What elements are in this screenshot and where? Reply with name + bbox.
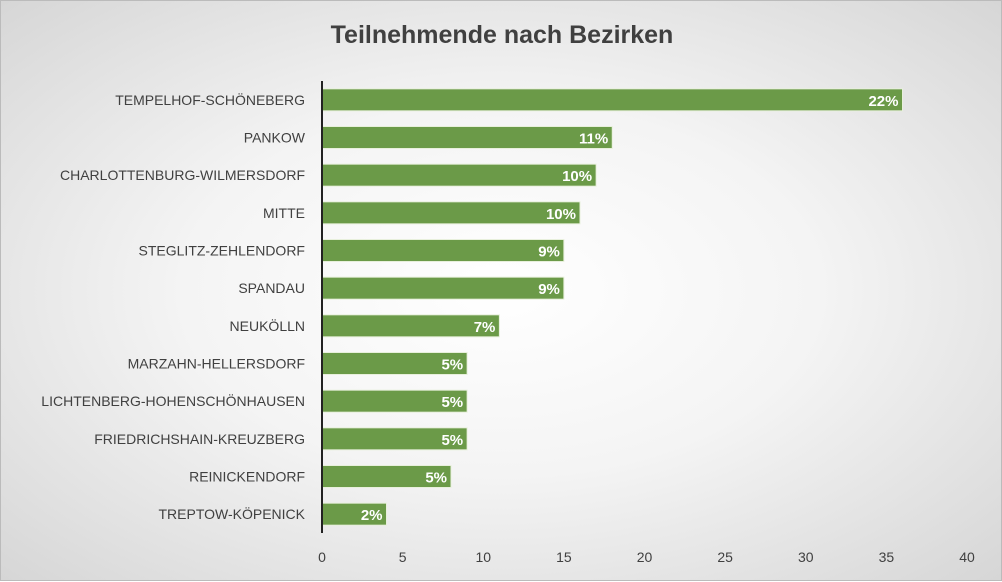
data-label: 5% <box>441 357 463 374</box>
data-label: 11% <box>579 131 608 148</box>
category-label: SPANDAU <box>238 280 305 296</box>
data-label: 5% <box>425 470 447 487</box>
category-label: PANKOW <box>244 130 306 146</box>
data-label: 9% <box>538 244 560 261</box>
bar <box>321 163 597 187</box>
category-label: MARZAHN-HELLERSDORF <box>128 356 305 372</box>
category-label: REINICKENDORF <box>189 469 305 485</box>
category-label: CHARLOTTENBURG-WILMERSDORF <box>60 167 305 183</box>
bar <box>321 201 581 225</box>
bar <box>321 88 903 112</box>
x-tick-label: 35 <box>879 549 895 565</box>
data-label: 7% <box>474 319 496 336</box>
x-tick-label: 0 <box>318 549 326 565</box>
x-tick-label: 25 <box>717 549 733 565</box>
x-tick-label: 5 <box>399 549 407 565</box>
category-label: NEUKÖLLN <box>230 317 305 334</box>
category-label: MITTE <box>263 205 305 221</box>
data-label: 22% <box>868 93 898 110</box>
data-label: 5% <box>441 432 463 449</box>
data-label: 2% <box>361 507 383 524</box>
bar <box>321 239 565 262</box>
category-label: TREPTOW-KÖPENICK <box>158 505 305 522</box>
x-tick-label: 30 <box>798 549 814 565</box>
category-label: LICHTENBERG-HOHENSCHÖNHAUSEN <box>41 392 305 409</box>
data-label: 10% <box>562 168 592 185</box>
category-label: TEMPELHOF-SCHÖNEBERG <box>115 91 305 108</box>
x-tick-label: 20 <box>637 549 653 565</box>
chart-title: Teilnehmende nach Bezirken <box>330 21 674 49</box>
x-tick-label: 10 <box>475 549 491 565</box>
data-label: 5% <box>441 394 463 411</box>
category-label: STEGLITZ-ZEHLENDORF <box>139 243 305 259</box>
bar <box>321 126 613 149</box>
bar <box>321 276 565 300</box>
category-label: FRIEDRICHSHAIN-KREUZBERG <box>94 431 305 447</box>
x-tick-label: 15 <box>556 549 572 565</box>
data-label: 9% <box>538 281 560 298</box>
data-label: 10% <box>546 206 576 223</box>
x-tick-label: 40 <box>959 549 975 565</box>
